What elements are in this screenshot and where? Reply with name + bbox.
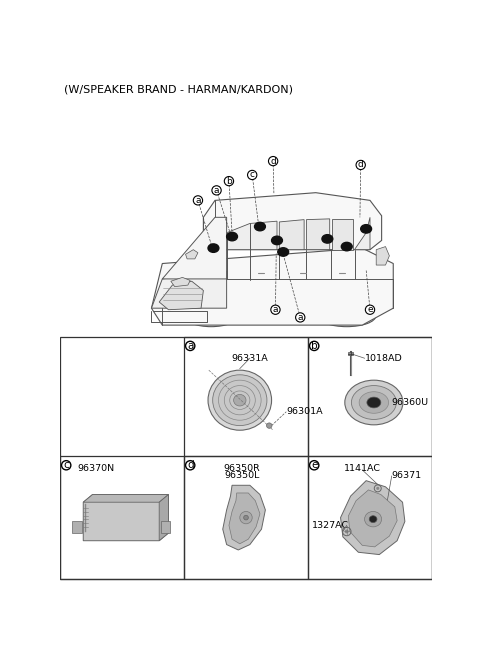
Text: b: b xyxy=(226,176,232,186)
Circle shape xyxy=(244,516,248,520)
Text: 96301A: 96301A xyxy=(286,407,323,417)
Circle shape xyxy=(356,160,365,170)
Ellipse shape xyxy=(227,232,238,241)
Bar xyxy=(308,337,432,456)
Ellipse shape xyxy=(254,222,265,231)
Polygon shape xyxy=(215,221,277,250)
Text: 1018AD: 1018AD xyxy=(365,354,402,363)
Ellipse shape xyxy=(208,244,219,253)
Polygon shape xyxy=(204,193,382,250)
Bar xyxy=(348,352,353,355)
Polygon shape xyxy=(83,495,168,502)
Polygon shape xyxy=(376,247,389,265)
Bar xyxy=(184,337,308,456)
Ellipse shape xyxy=(213,375,267,426)
Ellipse shape xyxy=(341,242,352,251)
Polygon shape xyxy=(355,217,370,250)
Text: d: d xyxy=(187,461,193,470)
Circle shape xyxy=(310,461,319,470)
Polygon shape xyxy=(186,250,198,259)
Text: a: a xyxy=(298,313,303,322)
Circle shape xyxy=(376,487,379,490)
Circle shape xyxy=(271,305,280,314)
Ellipse shape xyxy=(359,392,389,413)
Polygon shape xyxy=(332,219,353,250)
Polygon shape xyxy=(159,281,204,310)
Circle shape xyxy=(186,341,195,350)
Text: 1141AC: 1141AC xyxy=(344,464,381,473)
Polygon shape xyxy=(161,522,170,533)
Text: e: e xyxy=(367,305,373,314)
Ellipse shape xyxy=(351,386,396,419)
Text: a: a xyxy=(214,186,219,195)
Polygon shape xyxy=(83,495,168,541)
Polygon shape xyxy=(340,481,405,554)
Polygon shape xyxy=(223,485,265,550)
Text: 96371: 96371 xyxy=(392,472,422,480)
Polygon shape xyxy=(159,495,168,541)
Polygon shape xyxy=(152,271,227,308)
Circle shape xyxy=(240,512,252,523)
Text: 96350R: 96350R xyxy=(224,464,261,473)
Text: a: a xyxy=(187,341,193,351)
Circle shape xyxy=(310,341,319,350)
Circle shape xyxy=(248,171,257,180)
Bar xyxy=(60,337,432,579)
Polygon shape xyxy=(72,522,82,533)
Polygon shape xyxy=(229,493,260,544)
Ellipse shape xyxy=(278,248,288,256)
Text: a: a xyxy=(273,305,278,314)
Circle shape xyxy=(296,313,305,322)
Text: a: a xyxy=(195,196,201,205)
Text: 96331A: 96331A xyxy=(231,354,268,363)
Ellipse shape xyxy=(369,516,377,523)
Bar xyxy=(184,456,308,579)
Circle shape xyxy=(186,461,195,470)
Polygon shape xyxy=(162,217,227,279)
Circle shape xyxy=(212,186,221,195)
Ellipse shape xyxy=(360,224,372,233)
Circle shape xyxy=(61,461,71,470)
Polygon shape xyxy=(306,219,330,250)
Text: 96360U: 96360U xyxy=(391,398,428,407)
Circle shape xyxy=(193,195,203,205)
Circle shape xyxy=(268,157,278,166)
Polygon shape xyxy=(171,277,190,287)
Circle shape xyxy=(345,529,348,533)
Text: d: d xyxy=(358,161,363,169)
Ellipse shape xyxy=(208,370,272,430)
Circle shape xyxy=(266,423,272,428)
Ellipse shape xyxy=(202,312,220,319)
Text: c: c xyxy=(63,461,69,470)
Ellipse shape xyxy=(234,394,246,406)
Text: b: b xyxy=(311,341,317,351)
Text: 96350L: 96350L xyxy=(225,472,260,480)
Text: (W/SPEAKER BRAND - HARMAN/KARDON): (W/SPEAKER BRAND - HARMAN/KARDON) xyxy=(64,85,293,95)
Ellipse shape xyxy=(345,380,403,425)
Ellipse shape xyxy=(367,397,381,408)
Ellipse shape xyxy=(336,312,357,319)
Text: d: d xyxy=(270,157,276,165)
Text: 96370N: 96370N xyxy=(77,464,114,473)
Text: 1327AC: 1327AC xyxy=(312,521,349,530)
Polygon shape xyxy=(279,220,304,250)
Circle shape xyxy=(224,176,234,186)
Bar xyxy=(308,456,432,579)
Polygon shape xyxy=(152,248,393,325)
Polygon shape xyxy=(348,490,397,547)
Ellipse shape xyxy=(365,512,382,527)
Bar xyxy=(60,456,184,579)
Ellipse shape xyxy=(322,235,333,243)
Text: c: c xyxy=(250,171,255,180)
Circle shape xyxy=(365,305,375,314)
Text: e: e xyxy=(311,461,317,470)
Ellipse shape xyxy=(272,236,282,245)
